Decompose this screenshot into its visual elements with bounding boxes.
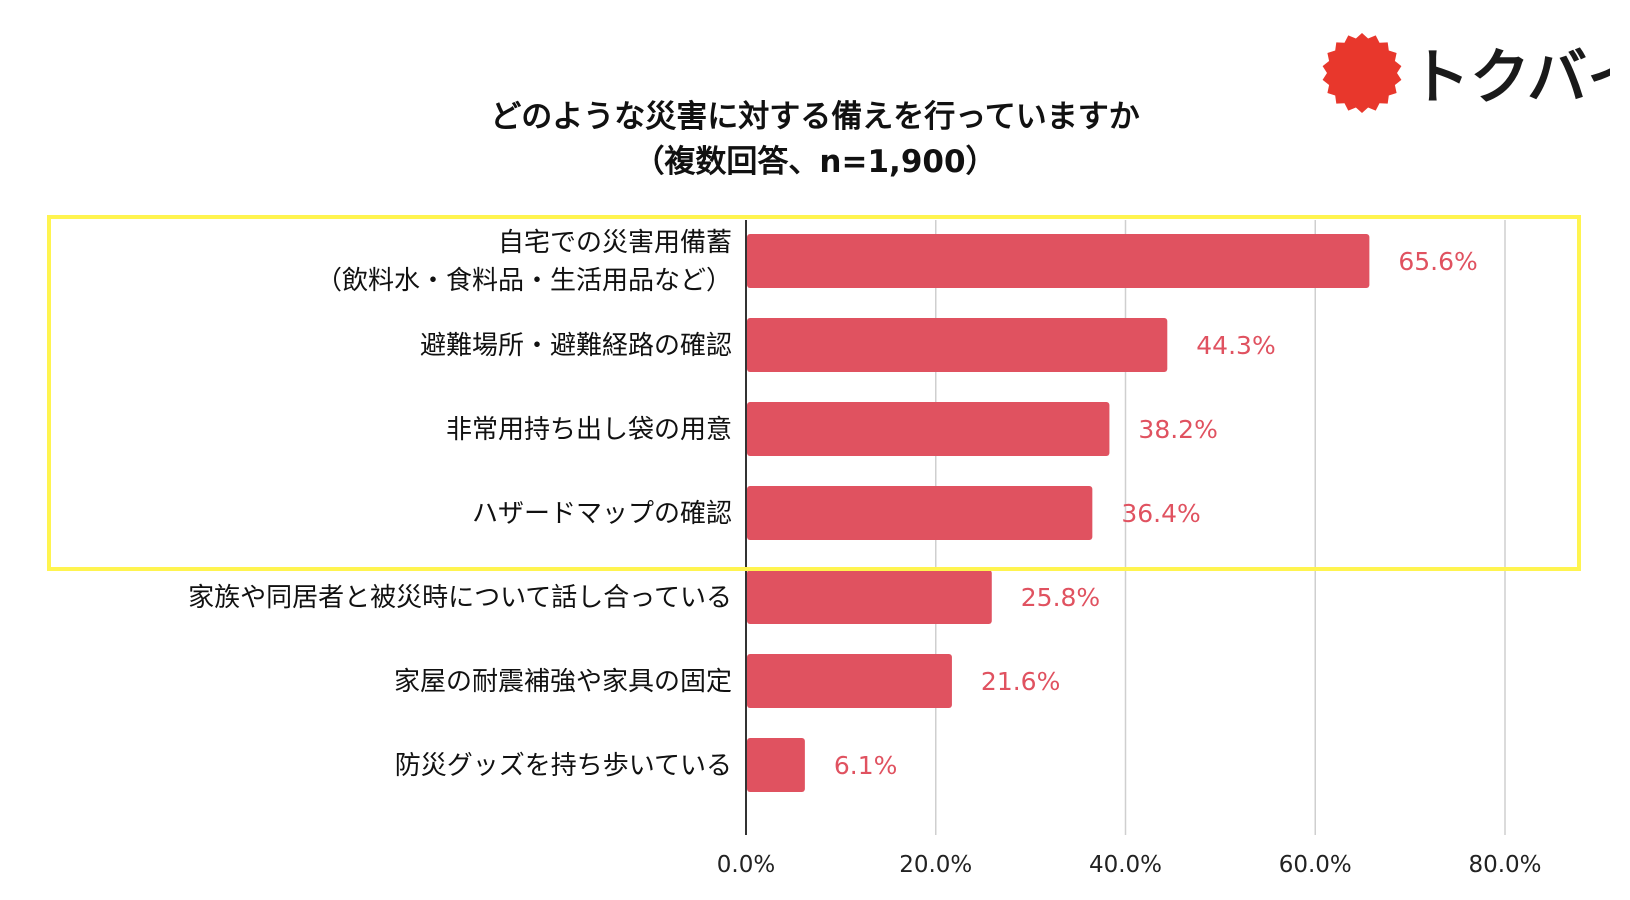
category-label: 防災グッズを持ち歩いている [395, 751, 732, 781]
category-label: 家屋の耐震補強や家具の固定 [394, 667, 732, 697]
value-label: 21.6% [981, 667, 1060, 696]
x-tick-label: 60.0% [1279, 852, 1352, 878]
brand-logo-text: トクバイ [1410, 43, 1610, 113]
value-label: 6.1% [834, 751, 898, 780]
x-tick-label: 0.0% [717, 852, 775, 878]
x-tick-label: 80.0% [1468, 852, 1541, 878]
x-axis-ticks: 0.0% 20.0% 40.0% 60.0% 80.0% [717, 852, 1542, 878]
value-label: 44.3% [1196, 331, 1275, 360]
bars-layer: 65.6% 44.3% 38.2% 36.4% 25.8% 21.6% 6.1% [747, 234, 1478, 792]
chart-title: どのような災害に対する備えを行っていますか [490, 99, 1139, 135]
value-label: 36.4% [1121, 499, 1200, 528]
category-label: 家族や同居者と被災時について話し合っている [188, 583, 732, 613]
category-label: ハザードマップの確認 [472, 499, 732, 529]
chart-subtitle: （複数回答、n=1,900） [633, 144, 996, 180]
value-label: 25.8% [1021, 583, 1100, 612]
bar [747, 318, 1168, 372]
bar [747, 402, 1110, 456]
value-label: 65.6% [1398, 247, 1477, 276]
bar [747, 234, 1370, 288]
highlight-box [47, 215, 1581, 571]
category-label: （飲料水・食料品・生活用品など） [316, 266, 732, 296]
category-label: 自宅での災害用備蓄 [498, 228, 732, 258]
bar [747, 654, 952, 708]
x-tick-label: 40.0% [1089, 852, 1162, 878]
category-label: 非常用持ち出し袋の用意 [446, 415, 732, 445]
brand-logo: トクバイ [1322, 33, 1610, 113]
value-label: 38.2% [1138, 415, 1217, 444]
x-tick-label: 20.0% [899, 852, 972, 878]
bar [747, 738, 805, 792]
bar [747, 570, 992, 624]
bar [747, 486, 1093, 540]
category-label: 避難場所・避難経路の確認 [420, 331, 732, 361]
category-labels: 自宅での災害用備蓄 （飲料水・食料品・生活用品など） 避難場所・避難経路の確認非常用… [188, 228, 732, 781]
logo-burst-icon [1322, 33, 1402, 113]
